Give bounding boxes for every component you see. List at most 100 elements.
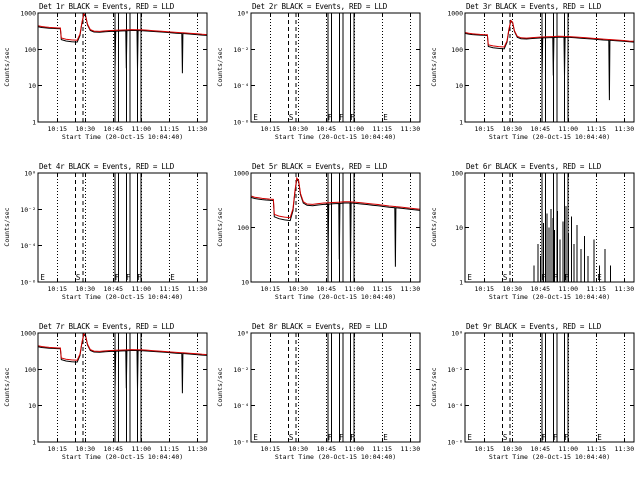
- svg-text:1: 1: [32, 439, 36, 447]
- svg-text:11:00: 11:00: [345, 445, 365, 453]
- svg-text:10⁻⁶: 10⁻⁶: [233, 119, 249, 127]
- svg-text:10:30: 10:30: [289, 285, 309, 293]
- plot-title: Det 1r BLACK = Events, RED = LLD: [39, 2, 174, 11]
- svg-text:E: E: [383, 113, 388, 122]
- plot-canvas: 10:15 10:30 10:45 11:00 11:15 11:30 1000 100 10 1: [447, 10, 635, 133]
- svg-text:10⁰: 10⁰: [237, 330, 249, 338]
- svg-text:F: F: [328, 113, 333, 122]
- svg-text:1000: 1000: [233, 170, 249, 178]
- svg-text:F: F: [542, 433, 547, 442]
- svg-text:10:15: 10:15: [475, 445, 495, 453]
- svg-text:F: F: [553, 273, 558, 282]
- svg-text:10: 10: [28, 402, 36, 410]
- x-axis-label: Start Time (20-Oct-15 10:04:40): [61, 453, 184, 461]
- subplot-det-8r: Det 8r BLACK = Events, RED = LLD Counts/…: [213, 320, 426, 480]
- svg-text:10⁻⁶: 10⁻⁶: [20, 279, 36, 287]
- svg-text:11:15: 11:15: [160, 125, 180, 133]
- x-axis-label: Start Time (20-Oct-15 10:04:40): [488, 293, 611, 301]
- svg-text:11:30: 11:30: [188, 285, 208, 293]
- svg-text:11:00: 11:00: [559, 125, 579, 133]
- svg-text:10:45: 10:45: [317, 125, 337, 133]
- svg-text:10:30: 10:30: [76, 445, 96, 453]
- svg-text:10:30: 10:30: [503, 285, 523, 293]
- svg-text:10: 10: [28, 82, 36, 90]
- svg-text:11:30: 11:30: [401, 125, 421, 133]
- subplot-det-7r: Det 7r BLACK = Events, RED = LLD Counts/…: [0, 320, 213, 480]
- svg-text:10:15: 10:15: [48, 285, 68, 293]
- svg-text:F: F: [137, 273, 142, 282]
- y-axis-label: Counts/sec: [216, 207, 224, 247]
- svg-text:E: E: [253, 433, 258, 442]
- svg-text:10: 10: [455, 82, 463, 90]
- svg-text:11:00: 11:00: [559, 445, 579, 453]
- svg-text:10:45: 10:45: [531, 125, 551, 133]
- svg-text:11:15: 11:15: [373, 285, 393, 293]
- x-axis-label: Start Time (20-Oct-15 10:04:40): [274, 133, 397, 141]
- svg-text:1000: 1000: [20, 330, 36, 338]
- plot-title: Det 8r BLACK = Events, RED = LLD: [252, 322, 387, 331]
- svg-text:10⁻⁴: 10⁻⁴: [233, 82, 249, 90]
- svg-text:11:15: 11:15: [160, 285, 180, 293]
- plot-title: Det 7r BLACK = Events, RED = LLD: [39, 322, 174, 331]
- svg-text:10:45: 10:45: [531, 285, 551, 293]
- svg-text:11:30: 11:30: [615, 125, 635, 133]
- svg-text:10:45: 10:45: [104, 285, 124, 293]
- svg-text:1000: 1000: [447, 10, 463, 18]
- svg-text:1: 1: [459, 119, 463, 127]
- plot-title: Det 4r BLACK = Events, RED = LLD: [39, 162, 174, 171]
- svg-text:100: 100: [24, 366, 36, 374]
- svg-text:11:30: 11:30: [188, 445, 208, 453]
- y-axis-label: Counts/sec: [430, 47, 438, 87]
- svg-text:10⁻⁴: 10⁻⁴: [20, 242, 36, 250]
- svg-text:10:45: 10:45: [317, 445, 337, 453]
- svg-text:10:30: 10:30: [503, 445, 523, 453]
- svg-text:10:15: 10:15: [48, 445, 68, 453]
- svg-text:10⁻⁴: 10⁻⁴: [233, 402, 249, 410]
- svg-text:F: F: [328, 433, 333, 442]
- x-axis-label: Start Time (20-Oct-15 10:04:40): [488, 453, 611, 461]
- svg-text:F: F: [564, 433, 569, 442]
- svg-text:E: E: [597, 273, 602, 282]
- svg-text:11:30: 11:30: [615, 445, 635, 453]
- svg-text:F: F: [339, 113, 344, 122]
- svg-text:10⁻²: 10⁻²: [233, 366, 249, 374]
- svg-text:F: F: [553, 433, 558, 442]
- svg-text:1000: 1000: [20, 10, 36, 18]
- svg-text:E: E: [253, 113, 258, 122]
- svg-text:E: E: [40, 273, 45, 282]
- svg-text:11:15: 11:15: [160, 445, 180, 453]
- svg-text:E: E: [383, 433, 388, 442]
- plot-title: Det 5r BLACK = Events, RED = LLD: [252, 162, 387, 171]
- svg-text:S: S: [289, 433, 294, 442]
- subplot-det-9r: Det 9r BLACK = Events, RED = LLD Counts/…: [427, 320, 640, 480]
- x-axis-label: Start Time (20-Oct-15 10:04:40): [274, 453, 397, 461]
- svg-text:10:15: 10:15: [48, 125, 68, 133]
- subplot-det-1r: Det 1r BLACK = Events, RED = LLD Counts/…: [0, 0, 213, 160]
- svg-text:E: E: [170, 273, 175, 282]
- svg-text:10:30: 10:30: [503, 125, 523, 133]
- plot-canvas: 10:15 10:30 10:45 11:00 11:15 11:30 10⁰ 10⁻² 10⁻…: [233, 10, 421, 133]
- plot-title: Det 3r BLACK = Events, RED = LLD: [466, 2, 601, 11]
- svg-text:10: 10: [455, 224, 463, 232]
- x-axis-label: Start Time (20-Oct-15 10:04:40): [274, 293, 397, 301]
- svg-text:11:00: 11:00: [345, 125, 365, 133]
- svg-text:S: S: [503, 273, 508, 282]
- svg-text:100: 100: [24, 46, 36, 54]
- svg-text:10:45: 10:45: [104, 125, 124, 133]
- plot-canvas: 10:15 10:30 10:45 11:00 11:15 11:30 10⁰ 10⁻² 10⁻…: [447, 330, 635, 453]
- svg-text:100: 100: [451, 170, 463, 178]
- y-axis-label: Counts/sec: [3, 367, 11, 407]
- svg-text:11:00: 11:00: [345, 285, 365, 293]
- y-axis-label: Counts/sec: [216, 47, 224, 87]
- svg-text:10:45: 10:45: [317, 285, 337, 293]
- svg-text:S: S: [76, 273, 81, 282]
- svg-text:E: E: [597, 433, 602, 442]
- subplot-det-2r: Det 2r BLACK = Events, RED = LLD Counts/…: [213, 0, 426, 160]
- svg-text:10:30: 10:30: [289, 125, 309, 133]
- svg-text:F: F: [126, 273, 131, 282]
- plot-canvas: 10:15 10:30 10:45 11:00 11:15 11:30 1000 100 10: [233, 170, 421, 293]
- svg-text:10:15: 10:15: [261, 445, 281, 453]
- svg-text:10⁻⁶: 10⁻⁶: [233, 439, 249, 447]
